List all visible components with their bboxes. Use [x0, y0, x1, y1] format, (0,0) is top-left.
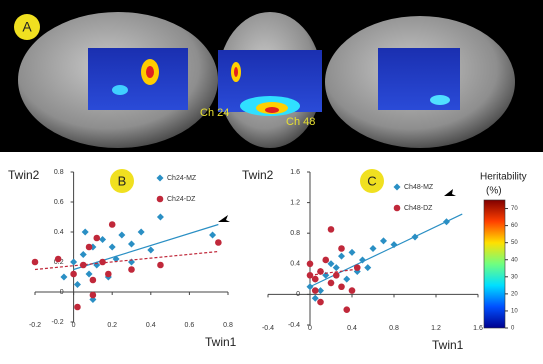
x-tick-label: 0.4	[146, 322, 156, 329]
colorbar-tick-label: 20	[511, 291, 518, 297]
legend-label: Ch48-MZ	[404, 184, 434, 191]
marker	[338, 283, 345, 290]
panel-label: A	[22, 19, 32, 35]
x-tick-label: 0.8	[389, 325, 399, 332]
marker	[74, 304, 81, 311]
y-tick-label: 0	[296, 291, 300, 298]
marker	[328, 280, 335, 287]
panel-label: C	[367, 173, 376, 188]
y-tick-label: 0.8	[290, 230, 300, 237]
panel-label: B	[118, 173, 127, 188]
y-tick-label: -0.2	[52, 319, 64, 326]
legend-label: Ch24-MZ	[167, 175, 197, 182]
legend-label: Ch48-DZ	[404, 205, 433, 212]
colorbar	[484, 200, 505, 328]
x-axis-label: Twin1	[432, 338, 464, 352]
y-axis-label: Twin2	[242, 168, 274, 182]
x-tick-label: 0.8	[223, 322, 233, 329]
y-axis-label: Twin2	[8, 168, 40, 182]
x-tick-label: 0.4	[347, 325, 357, 332]
legend-label: Ch24-DZ	[167, 196, 196, 203]
marker	[317, 299, 324, 306]
marker	[328, 226, 335, 233]
marker	[215, 239, 222, 246]
marker	[349, 287, 356, 294]
marker	[32, 259, 39, 266]
marker	[312, 276, 319, 283]
colorbar-tick-label: 70	[511, 206, 518, 212]
brain-right	[325, 16, 515, 148]
x-tick-label: 1.6	[473, 325, 483, 332]
x-tick-label: 0.6	[185, 322, 195, 329]
x-tick-label: -0.4	[262, 325, 274, 332]
x-axis-label: Twin1	[205, 335, 237, 349]
colorbar-tick-label: 10	[511, 309, 518, 315]
channel-label: Ch 24	[200, 107, 229, 119]
x-tick-label: 0.2	[107, 322, 117, 329]
y-tick-label: 0	[60, 289, 64, 296]
channel-label: Ch 48	[286, 116, 315, 128]
colorbar-tick-label: 30	[511, 274, 518, 280]
colorbar-tick-label: 50	[511, 240, 518, 246]
marker	[343, 306, 350, 313]
marker	[333, 272, 340, 279]
brain-left	[18, 12, 218, 148]
y-tick-label: -0.4	[288, 322, 300, 329]
y-tick-label: 1.2	[290, 199, 300, 206]
colorbar-unit: (%)	[486, 186, 502, 197]
marker	[99, 259, 106, 266]
marker	[109, 221, 116, 228]
y-tick-label: 1.6	[290, 169, 300, 176]
x-tick-label: 0	[308, 325, 312, 332]
colorbar-tick-label: 40	[511, 257, 518, 263]
marker	[157, 262, 164, 269]
y-tick-label: 0.4	[54, 229, 64, 236]
marker	[322, 257, 329, 264]
marker	[157, 196, 164, 203]
y-tick-label: 0.6	[54, 199, 64, 206]
y-tick-label: 0.4	[290, 261, 300, 268]
y-tick-label: 0.8	[54, 169, 64, 176]
marker	[128, 266, 135, 273]
marker	[105, 271, 112, 278]
marker	[312, 287, 319, 294]
marker	[307, 261, 314, 268]
marker	[70, 271, 77, 278]
marker	[86, 244, 93, 251]
marker	[93, 235, 100, 242]
colorbar-title: Heritability	[480, 172, 527, 183]
marker	[90, 292, 97, 299]
x-tick-label: 1.2	[431, 325, 441, 332]
marker	[55, 256, 62, 263]
marker	[90, 277, 97, 284]
colorbar-tick-label: 60	[511, 223, 518, 229]
x-tick-label: 0	[72, 322, 76, 329]
marker	[394, 205, 401, 212]
marker	[338, 245, 345, 252]
x-tick-label: -0.2	[29, 322, 41, 329]
figure: A Ch 24 Ch 48 -0.200.20.40.60.8-0.200.20…	[0, 0, 543, 359]
